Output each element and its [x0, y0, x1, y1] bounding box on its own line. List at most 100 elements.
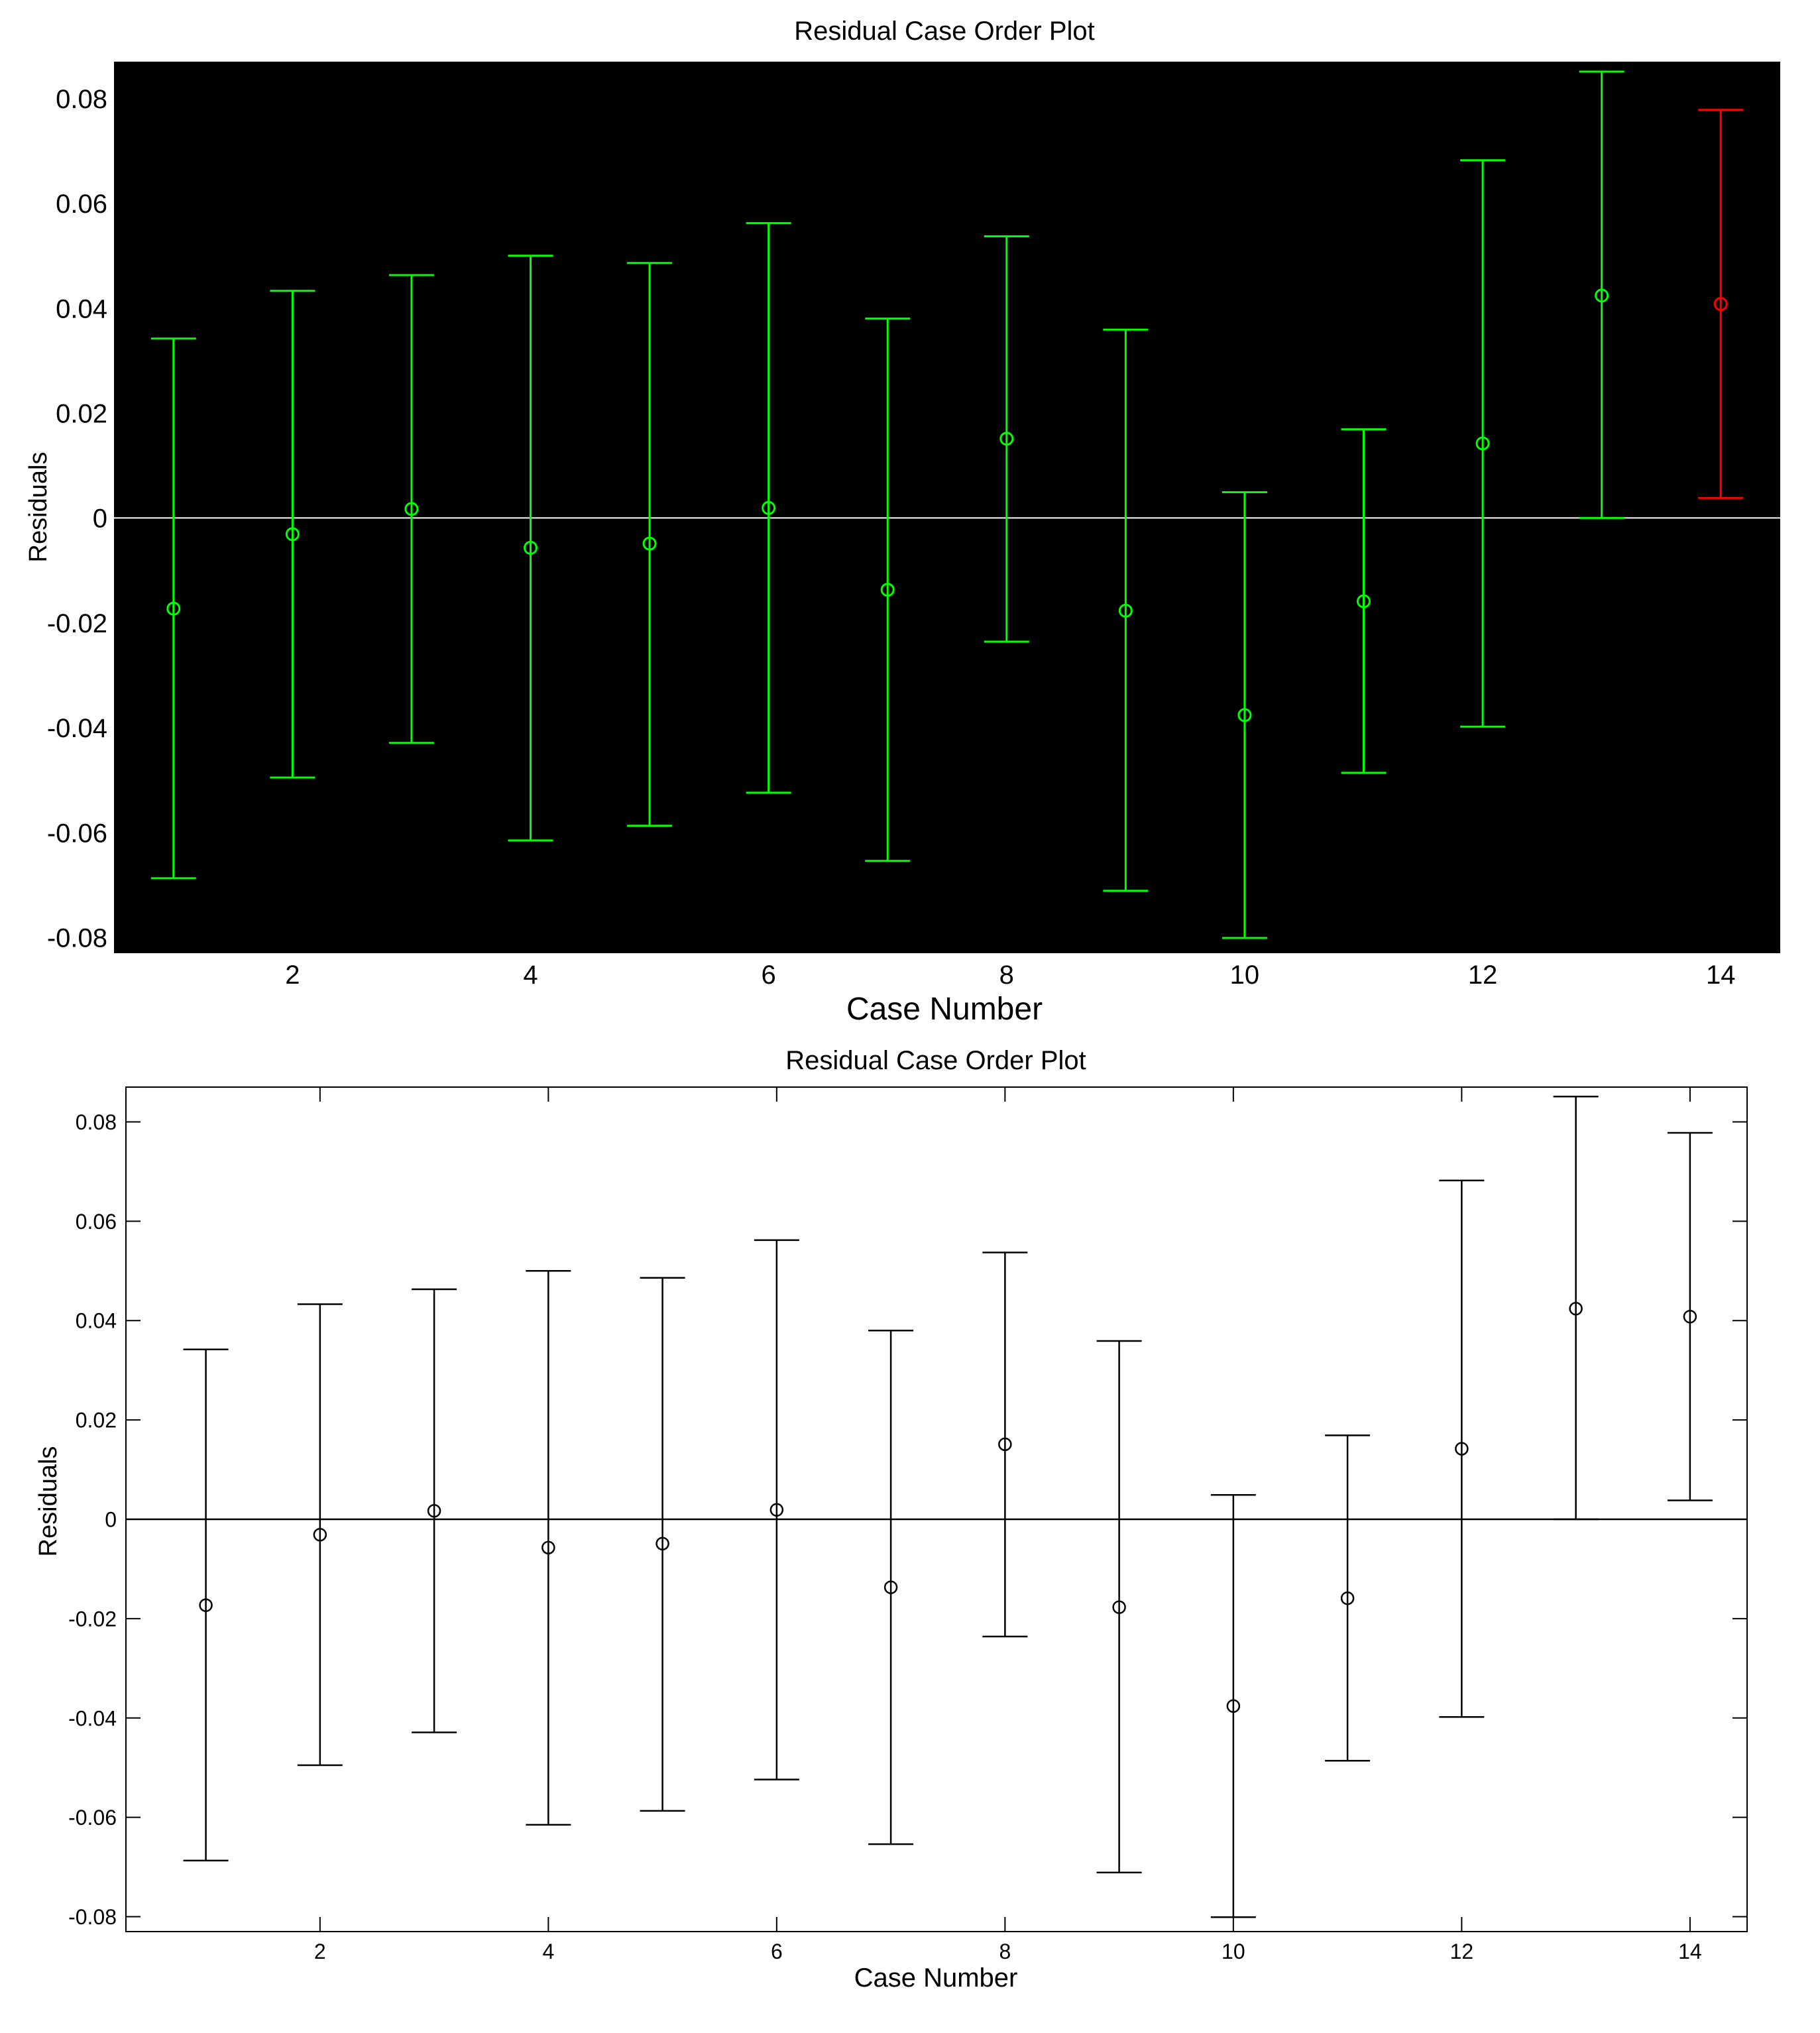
top-y-axis-label: Residuals [25, 452, 52, 563]
top-chart-title: Residual Case Order Plot [794, 17, 1095, 46]
bottom-residual-point [199, 1598, 213, 1612]
top-y-tick-label: -0.06 [47, 819, 107, 848]
bottom-case-13-interval [1553, 1095, 1599, 1521]
bottom-case-14-interval [1667, 1132, 1713, 1501]
bottom-case-3-interval [412, 1288, 457, 1733]
top-y-tick-label: 0.02 [56, 399, 107, 428]
bottom-y-tick-label: -0.04 [68, 1706, 117, 1730]
top-x-tick-label: 2 [285, 960, 300, 990]
bottom-y-tick-label: 0.04 [76, 1309, 117, 1333]
top-residual-point [1237, 708, 1252, 723]
bottom-case-7-interval [868, 1329, 914, 1845]
top-x-tick-label: 6 [762, 960, 776, 990]
bottom-x-tick-label: 4 [542, 1940, 554, 1963]
top-plot-area [114, 62, 1780, 953]
top-chart: Residual Case Order Plot -0.08 -0.06 -0.04… [25, 17, 1780, 1027]
bottom-residual-point [769, 1503, 784, 1517]
top-x-axis-label: Case Number [846, 992, 1043, 1027]
top-residual-point [1357, 594, 1371, 609]
top-residual-point [524, 540, 538, 555]
bottom-y-axis-ticks: -0.08 -0.06 -0.04 -0.02 0 0.02 0.04 0.06 0.08 [68, 1110, 1747, 1929]
bottom-case-12-interval [1439, 1179, 1485, 1718]
top-x-tick-label: 10 [1230, 960, 1260, 990]
top-x-tick-label: 12 [1468, 960, 1498, 990]
top-residual-point [1713, 297, 1728, 312]
bottom-residual-point [1455, 1442, 1469, 1456]
bottom-y-tick-label: 0.06 [76, 1210, 117, 1234]
top-y-tick-label: 0.06 [56, 190, 107, 219]
top-case-12-interval [1460, 159, 1506, 728]
top-residual-point [999, 432, 1014, 446]
bottom-x-tick-label: 2 [314, 1940, 326, 1963]
bottom-residual-point [883, 1580, 898, 1594]
top-case-14-interval [1698, 109, 1744, 499]
top-residual-point [285, 527, 300, 542]
bottom-plot-area [125, 1086, 1748, 1932]
top-case-9-interval [1103, 328, 1149, 892]
top-case-4-interval [508, 255, 553, 842]
bottom-chart: Residual Case Order Plot -0.08 -0.06 -0.04… [34, 1046, 1748, 1993]
top-y-tick-label: -0.04 [47, 714, 107, 743]
top-case-3-interval [388, 274, 434, 744]
top-case-5-interval [627, 262, 673, 827]
bottom-case-6-interval [754, 1239, 799, 1780]
bottom-case-11-interval [1325, 1434, 1371, 1762]
bottom-chart-title: Residual Case Order Plot [785, 1046, 1086, 1075]
bottom-residual-point [541, 1540, 555, 1554]
top-residual-point [1118, 603, 1133, 618]
bottom-residual-point [427, 1503, 441, 1518]
top-case-10-interval [1222, 491, 1267, 939]
top-residual-point [762, 500, 776, 515]
top-residual-point [404, 502, 419, 516]
top-residual-point [1595, 288, 1609, 303]
top-y-tick-label: -0.08 [47, 924, 107, 953]
top-case-11-interval [1341, 428, 1387, 774]
bottom-y-tick-label: -0.08 [68, 1905, 117, 1929]
top-y-tick-label: 0.08 [56, 85, 107, 114]
top-residual-point [1475, 436, 1490, 451]
top-chart-marks [114, 70, 1780, 939]
top-x-tick-label: 4 [523, 960, 538, 990]
top-y-tick-label: 0 [93, 504, 107, 534]
top-case-7-interval [865, 318, 911, 862]
bottom-x-axis-ticks: 2 4 6 8 10 12 14 [314, 1087, 1702, 1963]
bottom-x-tick-label: 10 [1222, 1940, 1245, 1963]
bottom-y-tick-label: 0.08 [76, 1110, 117, 1134]
bottom-x-tick-label: 8 [999, 1940, 1011, 1963]
bottom-y-tick-label: -0.02 [68, 1607, 117, 1631]
top-case-1-interval [150, 337, 196, 880]
bottom-case-5-interval [640, 1277, 685, 1812]
bottom-case-2-interval [297, 1303, 343, 1767]
top-x-axis-ticks: 2 4 6 8 10 12 14 [285, 960, 1735, 990]
top-residual-point [880, 583, 895, 597]
top-y-tick-label: 0.04 [56, 294, 107, 323]
bottom-residual-point [1226, 1699, 1241, 1714]
bottom-case-1-interval [183, 1348, 229, 1862]
bottom-residual-point [655, 1537, 669, 1550]
bottom-chart-marks [126, 1095, 1747, 1918]
bottom-case-9-interval [1096, 1340, 1142, 1874]
top-case-8-interval [984, 235, 1029, 643]
bottom-case-8-interval [982, 1251, 1028, 1638]
bottom-residual-point [1340, 1591, 1355, 1605]
bottom-y-tick-label: 0 [105, 1508, 117, 1532]
top-case-6-interval [746, 222, 791, 794]
top-case-2-interval [270, 290, 315, 779]
top-residual-point [166, 601, 181, 616]
bottom-x-tick-label: 14 [1678, 1940, 1702, 1963]
bottom-residual-point [313, 1527, 327, 1542]
bottom-x-tick-label: 6 [771, 1940, 783, 1963]
top-x-tick-label: 8 [999, 960, 1014, 990]
bottom-residual-point [1112, 1600, 1126, 1614]
bottom-case-4-interval [526, 1270, 571, 1826]
top-residual-point [642, 536, 657, 551]
top-y-axis-ticks: -0.08 -0.06 -0.04 -0.02 0 0.02 0.04 0.06 0.08 [47, 85, 107, 953]
bottom-y-tick-label: 0.02 [76, 1409, 117, 1432]
top-case-13-interval [1579, 70, 1624, 519]
top-x-tick-label: 14 [1706, 960, 1736, 990]
bottom-y-tick-label: -0.06 [68, 1806, 117, 1830]
bottom-y-axis-label: Residuals [34, 1446, 62, 1557]
bottom-x-axis-label: Case Number [854, 1963, 1018, 1993]
